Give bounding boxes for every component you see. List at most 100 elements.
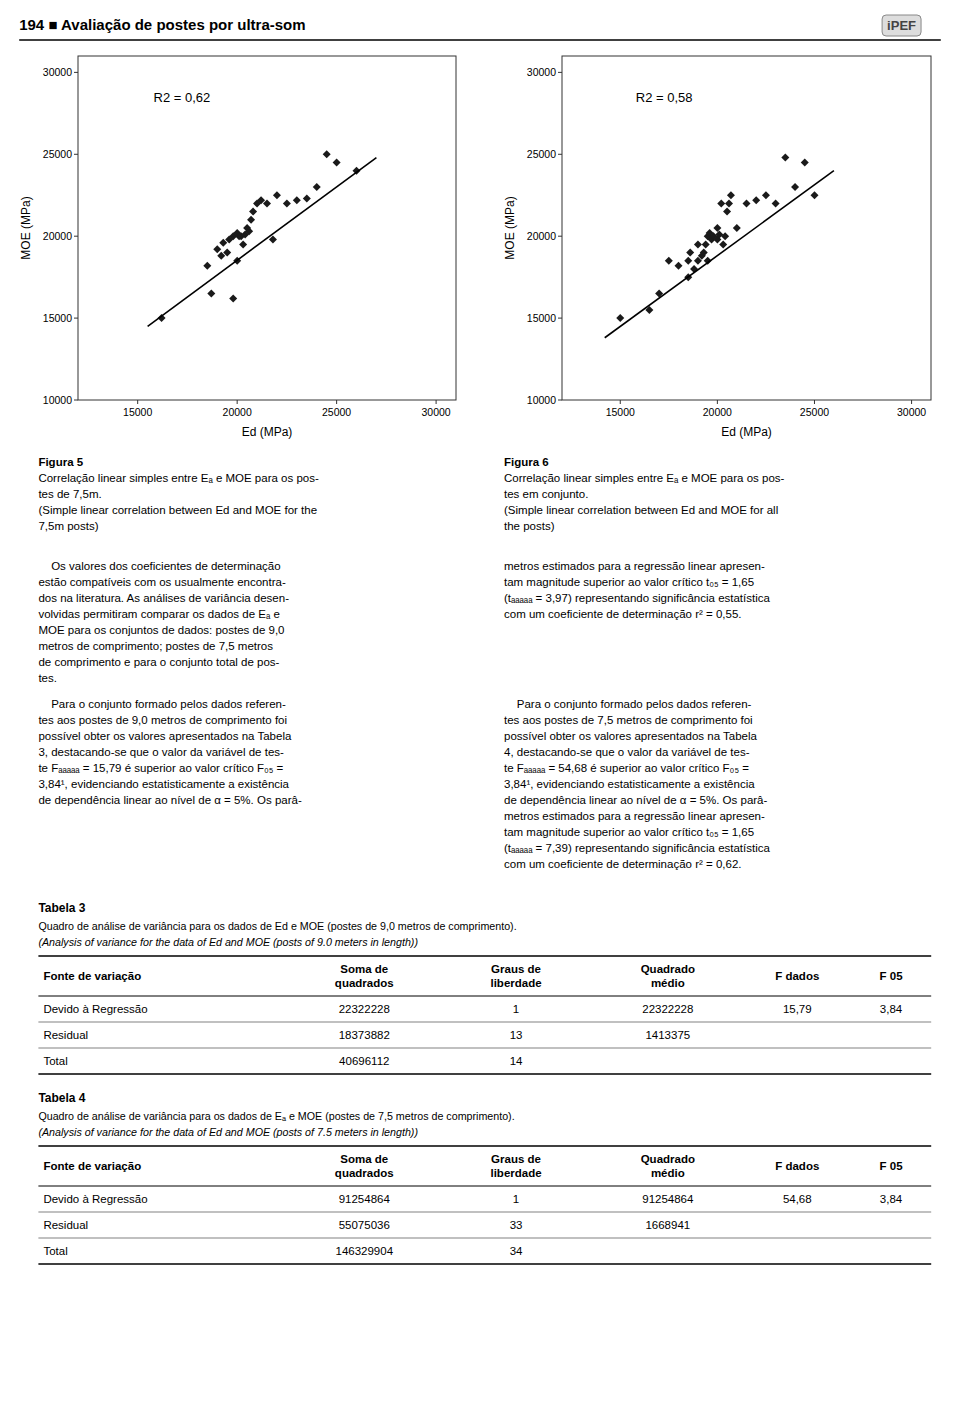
- x-tick: [911, 400, 912, 404]
- table-title: Tabela 4: [38, 1091, 85, 1105]
- x-tick-label: 15000: [606, 406, 635, 418]
- paragraph-line: dos na literatura. As análises de variân…: [38, 592, 289, 604]
- scatter-point: [223, 249, 231, 257]
- header-rule: [19, 39, 941, 41]
- table-cell: 146329904: [335, 1245, 393, 1257]
- table-cell: 55075036: [339, 1219, 390, 1231]
- table-header-line: F 05: [880, 970, 904, 982]
- scatter-point: [752, 196, 760, 204]
- paragraph-line: Para o conjunto formado pelos dados refe…: [38, 698, 286, 710]
- table-cell: 91254864: [339, 1193, 391, 1205]
- table-rule: [38, 996, 931, 997]
- table-cell: Residual: [43, 1219, 88, 1231]
- regression-line: [605, 171, 834, 338]
- y-axis-label: MOE (MPa): [503, 196, 517, 259]
- table-rule: [38, 1263, 931, 1265]
- x-tick-label: 20000: [703, 406, 732, 418]
- scatter-point: [273, 191, 281, 199]
- table-cell: 1: [513, 1193, 519, 1205]
- scatter-point: [313, 183, 321, 191]
- caption-line: tes em conjunto.: [504, 488, 588, 500]
- scatter-point: [616, 314, 624, 322]
- scatter-point: [684, 257, 692, 265]
- y-tick-label: 30000: [43, 66, 72, 78]
- table-subtitle: Quadro de análise de variância para os d…: [38, 920, 516, 932]
- y-tick: [74, 400, 78, 401]
- table-header-line: Soma de: [340, 1153, 388, 1165]
- paragraph-line: tam magnitude superior ao valor crítico …: [504, 826, 754, 838]
- table-header-line: quadrados: [335, 977, 394, 989]
- x-tick: [717, 400, 718, 404]
- y-tick-label: 15000: [527, 312, 556, 324]
- table-cell: Devido à Regressão: [43, 1193, 147, 1205]
- paragraph-line: tam magnitude superior ao valor crítico …: [504, 576, 754, 588]
- scatter-point: [263, 199, 271, 207]
- paragraph-line: com um coeficiente de determinação r² = …: [504, 608, 741, 620]
- paragraph-line: tes aos postes de 9,0 metros de comprime…: [38, 714, 287, 726]
- table-header: Quadradomédio: [641, 963, 695, 989]
- paragraph-line: Para o conjunto formado pelos dados refe…: [504, 698, 752, 710]
- scatter-point: [791, 183, 799, 191]
- table-header: Quadradomédio: [641, 1153, 695, 1179]
- paragraph-line: tes aos postes de 7,5 metros de comprime…: [504, 714, 753, 726]
- table-cell: 34: [510, 1245, 523, 1257]
- table-rule: [38, 1073, 931, 1075]
- scatter-point: [207, 290, 215, 298]
- paragraph-line: MOE para os conjuntos de dados: postes d…: [38, 624, 284, 636]
- logo-text: iPEF: [887, 18, 916, 33]
- table-header: Soma dequadrados: [335, 963, 394, 989]
- table-cell: 1668941: [645, 1219, 690, 1231]
- y-tick-label: 25000: [527, 148, 556, 160]
- scatter-point: [733, 224, 741, 232]
- scatter-point: [715, 231, 723, 239]
- table-header: Graus deliberdade: [490, 963, 541, 989]
- paragraph-line: (tₐₐₐₐₐ = 7,39) representando significân…: [504, 842, 771, 854]
- table-cell: 15,79: [783, 1003, 812, 1015]
- caption-line: (Simple linear correlation between Ed an…: [504, 504, 778, 516]
- table-rule: [38, 1238, 931, 1239]
- table-rule: [38, 1048, 931, 1049]
- table-rule: [38, 1145, 931, 1147]
- scatter-point: [686, 249, 694, 257]
- y-tick: [74, 318, 78, 319]
- table-header: F dados: [775, 1160, 819, 1172]
- scatter-point: [665, 257, 673, 265]
- table-header: F 05: [880, 1160, 904, 1172]
- scatter-point: [721, 232, 729, 240]
- table-header-line: F dados: [775, 970, 819, 982]
- scatter-point: [727, 191, 735, 199]
- logo-box: [882, 15, 921, 36]
- x-tick-label: 15000: [123, 406, 152, 418]
- table-cell: 1413375: [645, 1029, 690, 1041]
- table-cell: 22322228: [642, 1003, 693, 1015]
- plot-frame: [78, 56, 456, 400]
- table-cell: 1: [513, 1003, 519, 1015]
- scatter-point: [293, 196, 301, 204]
- table-subtitle: Quadro de análise de variância para os d…: [38, 1110, 514, 1122]
- scatter-point: [725, 199, 733, 207]
- x-tick: [814, 400, 815, 404]
- table-cell: Total: [43, 1055, 67, 1067]
- scatter-point: [323, 150, 331, 158]
- logo: iPEF: [882, 15, 921, 36]
- table-header: F 05: [880, 970, 904, 982]
- table-cell: 91254864: [642, 1193, 694, 1205]
- scatter-point: [717, 199, 725, 207]
- scatter-point: [772, 199, 780, 207]
- x-tick-label: 25000: [322, 406, 351, 418]
- y-tick: [558, 236, 562, 237]
- table-header-line: F dados: [775, 1160, 819, 1172]
- x-tick-label: 30000: [422, 406, 451, 418]
- y-tick: [558, 154, 562, 155]
- table-header: Fonte de variação: [43, 970, 141, 982]
- table-cell: 22322228: [339, 1003, 390, 1015]
- scatter-point: [675, 262, 683, 270]
- table-rule: [38, 955, 931, 957]
- scatter-point: [702, 240, 710, 248]
- paragraph-line: te Fₐₐₐₐₐ = 15,79 é superior ao valor cr…: [38, 762, 283, 774]
- paragraph-line: metros estimados para a regressão linear…: [504, 560, 765, 572]
- y-tick: [74, 154, 78, 155]
- y-tick: [558, 400, 562, 401]
- paragraph-line: com um coeficiente de determinação r² = …: [504, 858, 741, 870]
- table-header: Soma dequadrados: [335, 1153, 394, 1179]
